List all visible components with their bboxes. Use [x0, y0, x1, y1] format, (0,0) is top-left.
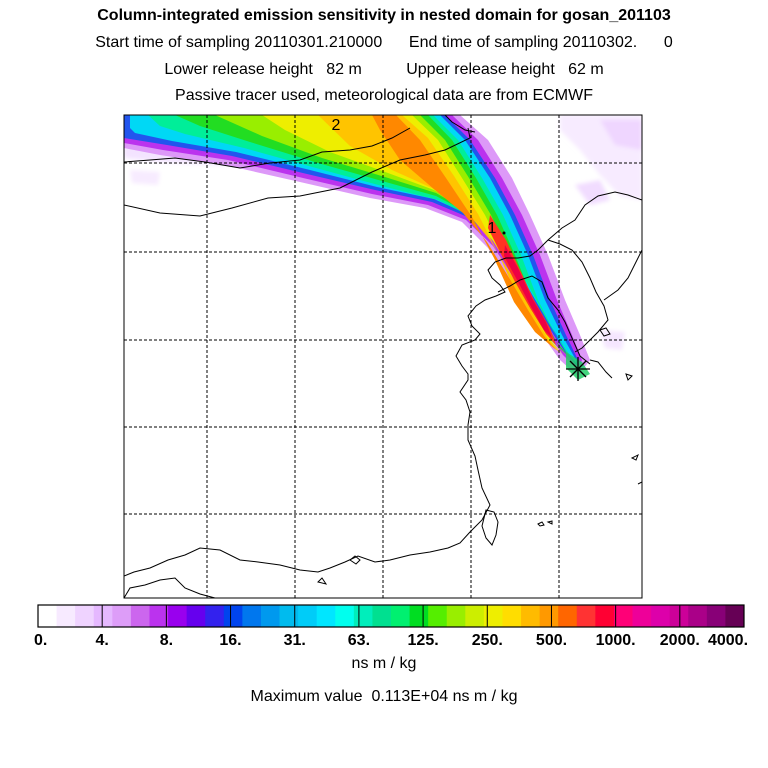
trajectory-point	[502, 231, 506, 235]
colorbar-tick-label: 31.	[284, 632, 306, 649]
colorbar-swatch	[576, 605, 596, 627]
colorbar-tick-label: 16.	[219, 632, 241, 649]
colorbar-swatch	[595, 605, 615, 627]
colorbar-swatch	[409, 605, 429, 627]
colorbar-swatch	[613, 605, 633, 627]
colorbar-swatch	[465, 605, 485, 627]
colorbar-tick-labels: 0. 4. 8. 16. 31. 63. 125. 250. 500. 1000. 2000. 400…	[34, 632, 748, 649]
colorbar-swatch	[56, 605, 76, 627]
colorbar-swatch	[279, 605, 299, 627]
colorbar-swatch	[483, 605, 503, 627]
colorbar-tick-label: 4.	[96, 632, 109, 649]
colorbar-swatches	[38, 605, 745, 627]
colorbar-swatch	[186, 605, 206, 627]
colorbar-swatch	[558, 605, 578, 627]
maximum-value: Maximum value 0.113E+04 ns m / kg	[250, 688, 518, 705]
colorbar-swatch	[130, 605, 150, 627]
colorbar-swatch	[521, 605, 541, 627]
colorbar-swatch	[539, 605, 559, 627]
colorbar-swatch	[168, 605, 188, 627]
sampling-time-info: Start time of sampling 20110301.210000 E…	[95, 34, 673, 51]
colorbar-swatch	[446, 605, 466, 627]
colorbar-frame	[37, 604, 745, 628]
colorbar-tick-label: 250.	[472, 632, 503, 649]
colorbar-tick-label: 500.	[536, 632, 567, 649]
colorbar-swatch	[502, 605, 522, 627]
map-title: Column-integrated emission sensitivity i…	[97, 7, 671, 24]
colorbar-swatch	[632, 605, 652, 627]
colorbar-swatch	[298, 605, 318, 627]
colorbar-swatch	[353, 605, 373, 627]
colorbar-swatch	[391, 605, 410, 627]
colorbar-swatch	[335, 605, 355, 627]
receptor-star-icon	[566, 357, 590, 381]
colorbar-swatch	[260, 605, 280, 627]
map-frame	[123, 114, 643, 599]
colorbar-tick-label: 1000.	[596, 632, 636, 649]
colorbar-units: ns m / kg	[351, 655, 417, 672]
colorbar-swatch	[688, 605, 708, 627]
colorbar-swatch	[75, 605, 95, 627]
trajectory-marker-2: 2	[332, 117, 341, 134]
colorbar-swatch	[149, 605, 169, 627]
trajectory-marker-1: 1	[488, 220, 497, 237]
colorbar-swatch	[706, 605, 726, 627]
colorbar-swatch	[93, 605, 113, 627]
colorbar-swatch	[651, 605, 671, 627]
coastlines	[124, 115, 642, 598]
colorbar-swatch	[205, 605, 225, 627]
tracer-info: Passive tracer used, meteorological data…	[175, 87, 593, 104]
colorbar-tick-label: 2000.	[660, 632, 700, 649]
release-height-info: Lower release height 82 m Upper release …	[164, 61, 604, 78]
colorbar-tick-label: 125.	[408, 632, 439, 649]
colorbar-swatch	[372, 605, 392, 627]
colorbar-swatch	[112, 605, 132, 627]
colorbar-swatch	[725, 605, 745, 627]
lat-lon-grid	[124, 115, 642, 598]
colorbar-swatch	[316, 605, 336, 627]
colorbar-swatch	[223, 605, 243, 627]
colorbar-tick-label: 8.	[160, 632, 173, 649]
colorbar-swatch	[669, 605, 689, 627]
colorbar-tick-label: 0.	[34, 632, 47, 649]
colorbar-tick-label: 4000.	[708, 632, 748, 649]
colorbar-swatch	[38, 605, 57, 627]
colorbar-swatch	[242, 605, 262, 627]
colorbar-tick-label: 63.	[348, 632, 370, 649]
colorbar-swatch	[428, 605, 448, 627]
